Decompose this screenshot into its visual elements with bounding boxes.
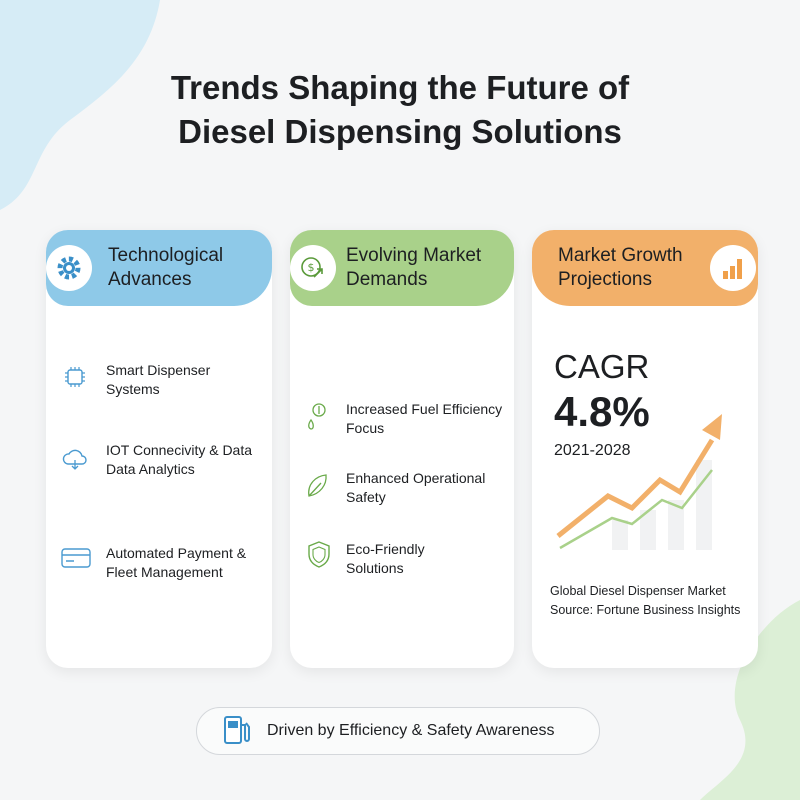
icon — [46, 245, 92, 291]
icon — [65, 367, 85, 387]
card-header: $ Evolving Market Demands — [290, 230, 514, 306]
item-line: Smart Dispenser — [106, 362, 211, 378]
item: Increased Fuel Efficiency Focus — [346, 400, 502, 438]
item-line: Systems — [106, 381, 160, 397]
card-title-line: Advances — [108, 269, 192, 290]
item-line: Automated Payment & — [106, 545, 247, 561]
footer-pill: Driven by Efficiency & Safety Awareness — [196, 707, 600, 755]
metric-label: CAGR — [554, 348, 650, 385]
growth-illustration — [556, 414, 722, 550]
icon — [61, 548, 91, 568]
metric-value: 4.8% — [554, 388, 650, 435]
card-header: Market Growth Projections — [532, 230, 758, 306]
item: Enhanced Operational Safety — [346, 469, 485, 507]
source: Global Diesel Dispenser Market Source: F… — [550, 582, 740, 620]
icon — [224, 716, 250, 744]
icon — [308, 474, 327, 497]
item-line: Eco-Friendly — [346, 541, 425, 557]
footer-text: Driven by Efficiency & Safety Awareness — [267, 722, 555, 739]
icon: $ — [290, 245, 336, 291]
source-line: Source: Fortune Business Insights — [550, 603, 741, 617]
item-line: Safety — [346, 489, 386, 505]
card-title-line: Technological — [108, 245, 224, 266]
card-title-line: Projections — [558, 269, 652, 290]
title-line: Diesel Dispensing Solutions — [178, 113, 622, 150]
card-title-line: Market Growth — [558, 245, 683, 266]
title: Trends Shaping the Future of Diesel Disp… — [0, 66, 800, 154]
card-title-line: Demands — [346, 269, 428, 290]
period: 2021-2028 — [554, 442, 631, 459]
item-line: Fleet Management — [106, 564, 223, 580]
item-line: Data Analytics — [106, 461, 195, 477]
icon — [308, 541, 330, 568]
card: Market Growth Projections CAGR 4.8% 2021… — [532, 230, 758, 668]
source-line: Global Diesel Dispenser Market — [550, 584, 726, 598]
item-line: Increased Fuel Efficiency — [346, 401, 503, 417]
item-line: Focus — [346, 420, 385, 436]
card-title: Evolving Market Demands — [346, 244, 481, 292]
card-title-line: Evolving Market — [346, 245, 482, 266]
item-line: IOT Connecivity & Data — [106, 442, 253, 458]
item: Automated Payment & Fleet Management — [106, 544, 246, 582]
svg-text:$: $ — [308, 261, 315, 274]
icon — [710, 245, 756, 291]
title-line: Trends Shaping the Future of — [170, 69, 630, 106]
item: Smart Dispenser Systems — [106, 361, 210, 399]
card: Technological Advances Smart Dispenser S… — [46, 230, 272, 668]
card-title: Market Growth Projections — [558, 244, 683, 292]
item: IOT Connecivity & Data Data Analytics — [106, 441, 252, 479]
item-line: Solutions — [346, 560, 404, 576]
card-header: Technological Advances — [46, 230, 272, 306]
card: $ Evolving Market Demands Increased Fuel… — [290, 230, 514, 668]
icon — [62, 449, 87, 470]
item: Eco-Friendly Solutions — [346, 540, 425, 578]
card-title: Technological Advances — [108, 244, 223, 292]
icon — [308, 403, 326, 430]
item-line: Enhanced Operational — [346, 470, 486, 486]
